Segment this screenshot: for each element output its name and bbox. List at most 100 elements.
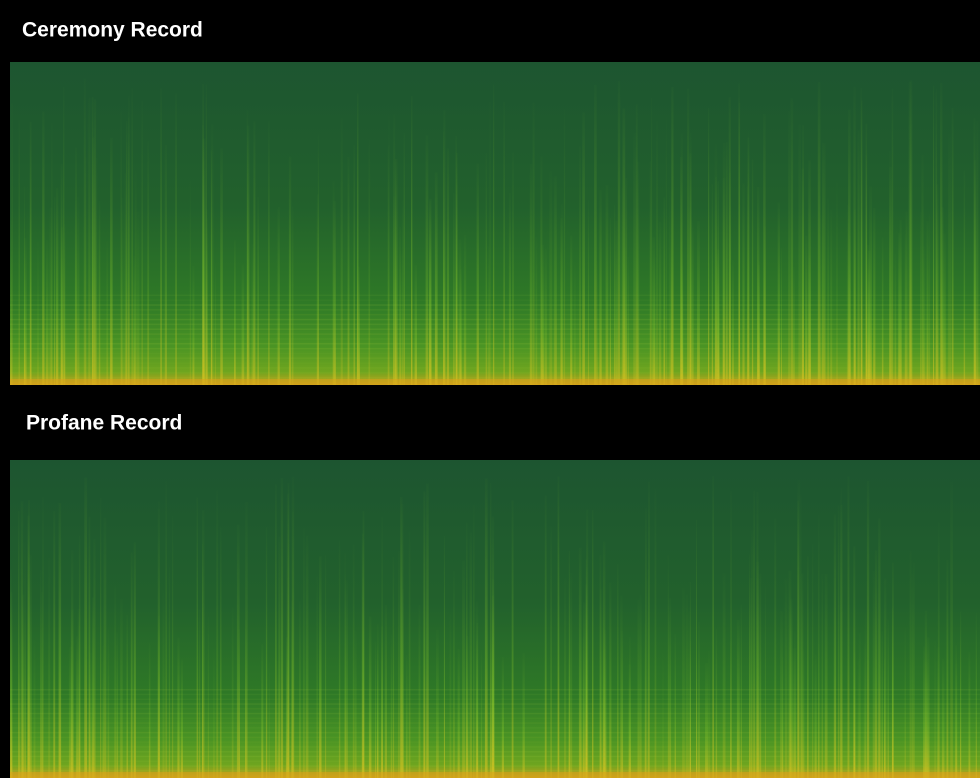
spectrogram-band (10, 323, 980, 326)
spectrogram-streak (814, 654, 817, 778)
spectrogram-streak (800, 494, 802, 778)
spectrogram-streak (19, 644, 21, 778)
spectrogram-streak (663, 197, 666, 385)
spectrogram-streak (130, 552, 133, 778)
spectrogram-band (10, 372, 980, 374)
spectrogram-streak (68, 647, 72, 778)
spectrogram-streak (878, 518, 881, 778)
spectrogram-streak (202, 138, 206, 385)
panel-title: Profane Record (26, 412, 182, 435)
spectrogram-streak (55, 188, 59, 385)
spectrogram-streak (654, 257, 657, 385)
spectrogram-streak (976, 120, 979, 386)
spectrogram-streak (812, 543, 814, 778)
spectrogram-streak (628, 664, 631, 778)
spectrogram-band (10, 313, 980, 316)
spectrogram-streak (493, 84, 495, 385)
spectrogram-streak (609, 218, 611, 385)
spectrogram-band (10, 751, 980, 753)
spectrogram-streak (463, 234, 467, 385)
spectrogram-streak (29, 554, 32, 778)
spectrogram-streak (599, 555, 602, 778)
spectrogram-band (10, 703, 980, 705)
spectrogram-streak (205, 84, 207, 386)
spectrogram-streak (973, 118, 976, 385)
spectrogram-streak (865, 155, 867, 385)
spectrogram-band (10, 755, 980, 758)
spectrogram-streak (387, 145, 390, 385)
spectrogram-streak (246, 110, 249, 385)
spectrogram-streak (455, 153, 458, 385)
spectrogram-streak (453, 571, 455, 778)
spectrogram-streak (692, 227, 694, 385)
spectrogram-streak (975, 612, 977, 778)
spectrogram-streak (63, 224, 66, 385)
spectrogram-streak (418, 605, 421, 778)
spectrogram-streak (756, 491, 759, 778)
spectrogram-streak (759, 573, 762, 778)
spectrogram-streak (904, 234, 906, 385)
spectrogram-band (10, 304, 980, 306)
spectrogram-streak (585, 584, 588, 778)
spectrogram-streak (276, 660, 280, 778)
spectrogram-streak (583, 602, 586, 778)
spectrogram-streak (550, 526, 552, 778)
spectrogram-streak (292, 206, 294, 385)
spectrogram-streak (37, 241, 39, 385)
spectrogram-streak (549, 171, 553, 385)
spectrogram-streak (554, 176, 557, 385)
spectrogram-streak (60, 164, 63, 385)
spectrogram-streak (579, 646, 581, 778)
spectrogram-streak (798, 124, 801, 385)
spectrogram-streak (88, 516, 91, 778)
spectrogram-streak (316, 576, 319, 778)
spectrogram-streak (344, 574, 346, 778)
spectrogram-streak (376, 649, 379, 778)
spectrogram-band (10, 347, 980, 350)
spectrogram-streak (644, 623, 646, 778)
spectrogram-streak (265, 527, 268, 778)
spectrogram (10, 62, 980, 386)
spectrogram-streak (29, 121, 32, 386)
spectrogram-streak (354, 630, 357, 778)
spectrogram-streak (836, 182, 838, 385)
spectrogram-streak (803, 649, 805, 778)
spectrogram-streak (268, 121, 270, 386)
spectrogram-streak (42, 496, 44, 778)
spectrogram-streak (165, 481, 167, 778)
spectrogram-streak (560, 203, 564, 385)
spectrogram-streak (91, 597, 94, 778)
spectrogram-streak (126, 615, 128, 778)
spectrogram-streak (840, 488, 842, 778)
spectrogram-streak (908, 82, 912, 385)
spectrogram-streak (522, 652, 525, 778)
spectrogram-streak (275, 484, 277, 778)
spectrogram-streak (747, 186, 749, 385)
spectrogram-streak (800, 573, 804, 778)
spectrogram-streak (712, 476, 714, 778)
spectrogram-floor (10, 379, 980, 385)
spectrogram-streak (210, 150, 212, 385)
spectrogram-streak (214, 263, 216, 385)
spectrogram-streak (390, 634, 392, 778)
spectrogram-band (10, 741, 980, 743)
spectrogram-streak (793, 647, 797, 778)
spectrogram-streak (668, 598, 672, 778)
spectrogram-streak (453, 193, 455, 385)
spectrogram-streak (180, 659, 183, 778)
spectrogram-streak (614, 205, 616, 385)
spectrogram-streak (234, 240, 236, 385)
spectrogram-streak (574, 262, 576, 385)
spectrogram-streak (84, 477, 88, 778)
spectrogram-streak (220, 527, 222, 778)
spectrogram-streak (406, 655, 408, 778)
spectrogram-streak (392, 557, 395, 778)
spectrogram-streak (131, 88, 133, 386)
spectrogram-streak (753, 490, 755, 778)
spectrogram-streak (747, 137, 750, 385)
spectrogram-streak (20, 501, 24, 778)
spectrogram-streak (257, 197, 259, 385)
spectrogram-streak (236, 524, 240, 778)
spectrogram-streak (124, 173, 126, 385)
spectrogram-streak (582, 112, 585, 385)
